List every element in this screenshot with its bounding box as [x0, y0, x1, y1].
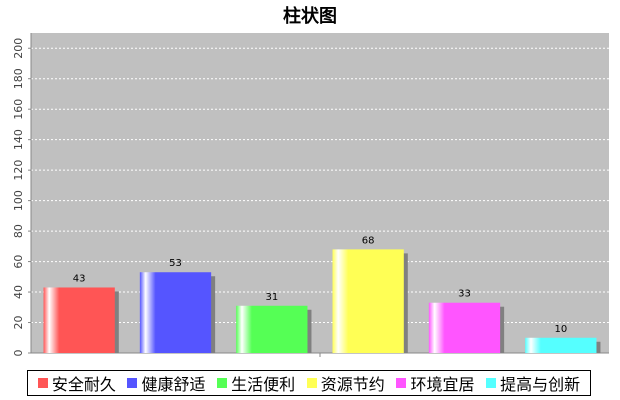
y-tick-label: 60	[12, 255, 25, 269]
bar	[139, 272, 212, 353]
legend-item: 提高与创新	[486, 371, 580, 395]
y-tick-label: 120	[12, 160, 25, 181]
legend-item: 环境宜居	[396, 371, 474, 395]
y-tick-label: 180	[12, 68, 25, 89]
legend-swatch	[486, 378, 497, 388]
bar	[428, 302, 501, 353]
legend-item: 健康舒适	[127, 371, 205, 395]
y-tick-label: 20	[12, 316, 25, 330]
legend-label: 生活便利	[231, 375, 296, 394]
plot-area	[31, 33, 609, 353]
bar-value-label: 10	[554, 324, 567, 335]
legend-swatch	[37, 378, 48, 388]
legend-swatch	[217, 378, 228, 388]
legend-swatch	[306, 378, 317, 388]
legend-label: 安全耐久	[51, 375, 116, 394]
bar-value-label: 33	[458, 289, 471, 300]
legend-swatch	[127, 378, 138, 388]
legend-item: 生活便利	[217, 371, 295, 395]
y-tick-label: 200	[12, 38, 25, 59]
bar-value-label: 53	[169, 258, 182, 269]
y-tick-label: 100	[12, 190, 25, 211]
bar	[43, 287, 115, 353]
legend-label: 环境宜居	[410, 375, 475, 394]
bar-value-label: 31	[265, 292, 278, 303]
legend-swatch	[396, 378, 407, 388]
y-tick-label: 40	[12, 285, 25, 299]
y-tick-label: 140	[12, 129, 25, 150]
bar-value-label: 43	[73, 273, 86, 284]
chart-title: 柱状图	[283, 6, 337, 27]
y-tick-label: 80	[12, 224, 25, 238]
legend-item: 安全耐久	[37, 371, 116, 395]
legend-item: 资源节约	[306, 371, 385, 395]
bar-value-label: 68	[362, 235, 375, 246]
legend-label: 资源节约	[320, 375, 385, 394]
bar	[236, 305, 308, 353]
chart-legend: 安全耐久 健康舒适 生活便利 资源节约 环境宜居 提高与创新	[27, 370, 591, 396]
bar	[525, 337, 597, 353]
legend-label: 健康舒适	[141, 375, 206, 394]
y-tick-label: 160	[12, 99, 25, 120]
bar	[332, 249, 404, 353]
y-tick-label: 0	[12, 350, 25, 357]
legend-label: 提高与创新	[500, 375, 581, 394]
